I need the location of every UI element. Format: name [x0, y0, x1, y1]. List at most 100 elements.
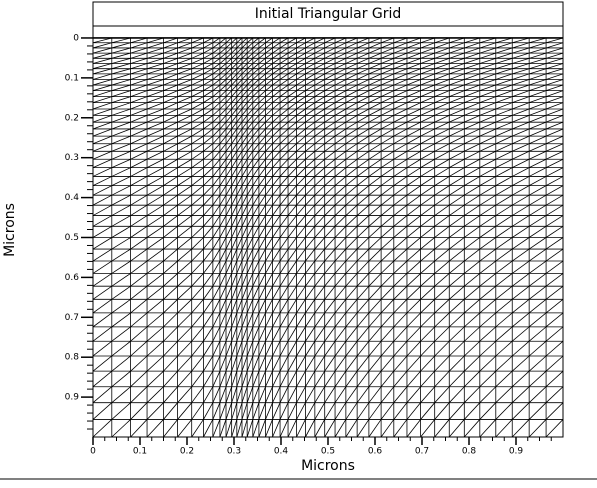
mesh-diagonal	[324, 215, 336, 227]
mesh-diagonal	[252, 402, 260, 420]
mesh-diagonal	[464, 312, 481, 328]
mesh-diagonal	[191, 355, 204, 372]
mesh-diagonal	[324, 176, 336, 186]
mesh-diagonal	[219, 176, 227, 186]
mesh-diagonal	[420, 248, 435, 262]
mesh-diagonal	[92, 185, 112, 196]
mesh-diagonal	[356, 312, 370, 328]
mesh-diagonal	[406, 57, 421, 64]
mesh-diagonal	[258, 128, 266, 137]
mesh-diagonal	[246, 73, 254, 80]
mesh-diagonal	[203, 248, 214, 262]
mesh-diagonal	[92, 115, 112, 123]
x-tick-label: 0.3	[227, 447, 241, 457]
mesh-diagonal	[287, 419, 297, 438]
mesh-diagonal	[393, 185, 408, 196]
mesh-diagonal	[146, 115, 164, 123]
mesh-diagonal	[191, 370, 204, 387]
mesh-diagonal	[345, 248, 358, 262]
mesh-diagonal	[434, 135, 450, 145]
mesh-diagonal	[296, 102, 306, 110]
mesh-diagonal	[287, 204, 297, 216]
mesh-diagonal	[225, 37, 232, 44]
mesh-diagonal	[449, 204, 465, 216]
mesh-diagonal	[272, 151, 281, 160]
mesh-diagonal	[495, 96, 513, 103]
mesh-diagonal	[111, 285, 131, 300]
mesh-diagonal	[265, 402, 273, 420]
mesh-diagonal	[495, 248, 513, 262]
mesh-diagonal	[528, 248, 547, 262]
mesh-diagonal	[434, 115, 450, 123]
mesh-diagonal	[252, 135, 260, 144]
mesh-diagonal	[241, 128, 248, 137]
mesh-diagonal	[92, 312, 113, 328]
mesh-diagonal	[258, 151, 266, 160]
mesh-diagonal	[236, 237, 243, 250]
mesh-diagonal	[324, 370, 336, 387]
mesh-diagonal	[252, 248, 260, 262]
mesh-diagonal	[296, 63, 306, 70]
mesh-diagonal	[305, 402, 316, 420]
mesh-diagonal	[393, 90, 408, 97]
mesh-diagonal	[334, 158, 347, 168]
mesh-diagonal	[203, 102, 214, 110]
mesh-diagonal	[191, 158, 204, 168]
mesh-diagonal	[92, 79, 112, 86]
mesh-diagonal	[92, 299, 113, 314]
mesh-diagonal	[287, 386, 297, 403]
mesh-diagonal	[324, 355, 336, 372]
mesh-diagonal	[146, 225, 164, 238]
mesh-diagonal	[246, 312, 254, 328]
mesh-diagonal	[231, 63, 238, 69]
mesh-diagonal	[406, 326, 421, 342]
mesh-diagonal	[92, 63, 112, 70]
mesh-diagonal	[464, 121, 480, 130]
mesh-diagonal	[464, 185, 481, 196]
mesh-diagonal	[324, 226, 336, 238]
mesh-diagonal	[258, 159, 266, 168]
mesh-diagonal	[287, 135, 297, 145]
mesh-diagonal	[305, 37, 316, 44]
mesh-diagonal	[225, 52, 232, 59]
mesh-diagonal	[528, 326, 547, 342]
mesh-diagonal	[92, 355, 113, 372]
mesh-diagonal	[265, 73, 273, 80]
mesh-diagonal	[287, 355, 297, 372]
mesh-diagonal	[212, 215, 221, 227]
mesh-diagonal	[92, 176, 112, 186]
mesh-diagonal	[449, 42, 465, 49]
mesh-diagonal	[236, 108, 243, 116]
mesh-diagonal	[528, 225, 547, 238]
mesh-diagonal	[212, 326, 221, 342]
mesh-diagonal	[356, 121, 370, 130]
mesh-diagonal	[92, 326, 113, 342]
mesh-diagonal	[334, 237, 347, 250]
mesh-diagonal	[177, 37, 192, 44]
mesh-diagonal	[434, 204, 450, 216]
mesh-diagonal	[495, 143, 513, 152]
mesh-diagonal	[345, 158, 358, 168]
mesh-diagonal	[130, 204, 148, 216]
mesh-diagonal	[380, 90, 394, 97]
mesh-diagonal	[236, 260, 243, 274]
mesh-diagonal	[511, 285, 530, 300]
mesh-diagonal	[146, 326, 164, 342]
mesh-diagonal	[393, 79, 408, 86]
mesh-diagonal	[111, 73, 131, 80]
mesh-diagonal	[130, 128, 148, 137]
mesh-diagonal	[512, 121, 530, 130]
mesh-diagonal	[512, 47, 530, 54]
mesh-diagonal	[368, 42, 382, 49]
mesh-diagonal	[212, 185, 221, 196]
mesh-diagonal	[334, 386, 347, 403]
mesh-diagonal	[177, 63, 192, 70]
mesh-diagonal	[241, 73, 248, 80]
mesh-diagonal	[146, 96, 164, 103]
mesh-diagonal	[265, 143, 273, 152]
mesh-diagonal	[406, 355, 421, 372]
mesh-diagonal	[231, 195, 238, 206]
mesh-diagonal	[380, 63, 394, 70]
mesh-diagonal	[252, 285, 260, 300]
mesh-diagonal	[265, 299, 273, 314]
